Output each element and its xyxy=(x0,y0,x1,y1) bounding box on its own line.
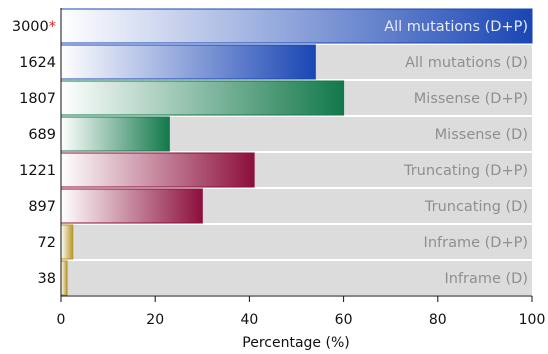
x-tick-label: 60 xyxy=(335,312,353,328)
count-label: 38 xyxy=(38,271,56,287)
category-label: Truncating (D+P) xyxy=(403,163,528,179)
x-tick-label: 0 xyxy=(57,312,66,328)
category-label: All mutations (D) xyxy=(405,55,528,71)
x-tick-label: 20 xyxy=(146,312,164,328)
count-value: 3000 xyxy=(12,19,49,35)
x-tick-label: 100 xyxy=(519,312,546,328)
bar xyxy=(60,152,255,188)
bar xyxy=(60,44,316,80)
x-tick-label: 80 xyxy=(429,312,447,328)
row-background xyxy=(61,225,532,259)
bar xyxy=(60,8,533,44)
category-label: Inframe (D) xyxy=(444,271,528,287)
count-value: 1221 xyxy=(19,163,56,179)
count-label: 1807 xyxy=(19,91,56,107)
count-label: 689 xyxy=(28,127,56,143)
count-label: 72 xyxy=(38,235,56,251)
bar xyxy=(60,80,345,116)
count-value: 72 xyxy=(38,235,56,251)
category-label: Missense (D+P) xyxy=(414,91,528,107)
count-value: 38 xyxy=(38,271,56,287)
count-label: 1221 xyxy=(19,163,56,179)
category-label: All mutations (D+P) xyxy=(384,19,528,35)
bar xyxy=(60,260,68,296)
category-label: Inframe (D+P) xyxy=(424,235,528,251)
x-tick-label: 40 xyxy=(240,312,258,328)
count-label: 897 xyxy=(28,199,56,215)
bar xyxy=(60,188,203,224)
count-label: 1624 xyxy=(19,55,56,71)
bar xyxy=(60,224,74,260)
x-axis-title: Percentage (%) xyxy=(242,335,349,351)
category-label: Missense (D) xyxy=(435,127,528,143)
count-value: 897 xyxy=(28,199,56,215)
bar xyxy=(60,116,170,152)
count-value: 689 xyxy=(28,127,56,143)
count-value: 1624 xyxy=(19,55,56,71)
category-label: Truncating (D) xyxy=(424,199,528,215)
row-background xyxy=(61,261,532,295)
count-value: 1807 xyxy=(19,91,56,107)
count-label: 3000* xyxy=(12,19,56,35)
count-annotation: * xyxy=(49,19,56,35)
